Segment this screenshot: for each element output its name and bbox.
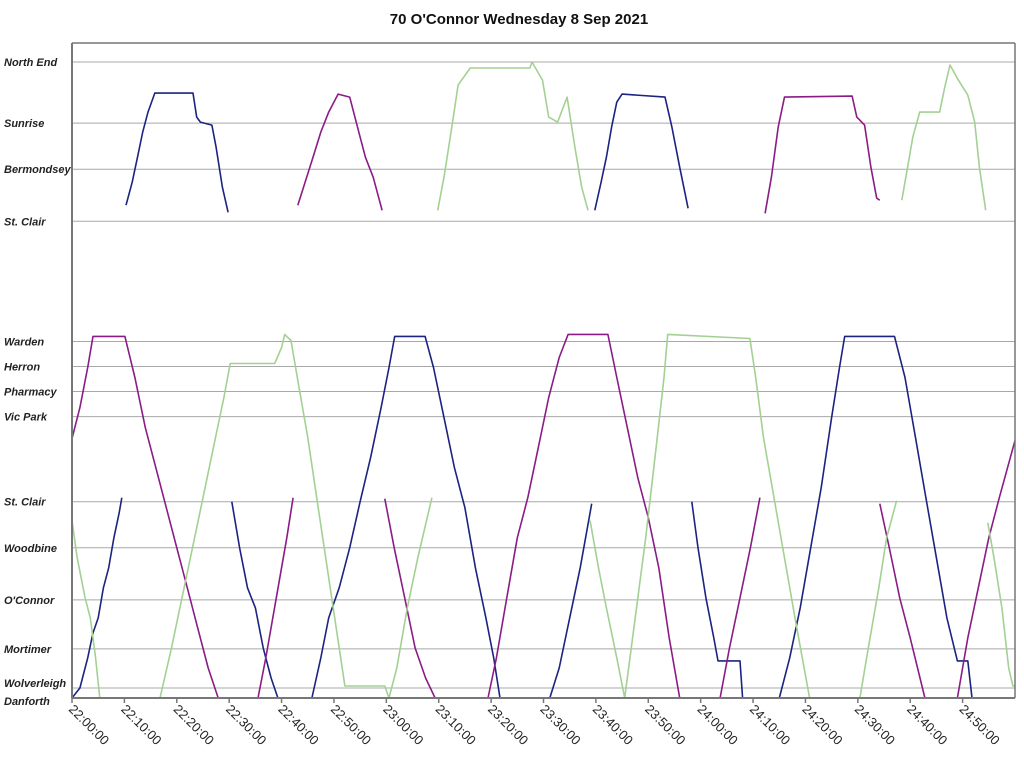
trip-line — [691, 335, 1015, 699]
trip-line — [384, 333, 761, 699]
x-tick-label: 23:50:00 — [642, 702, 688, 748]
trip-line — [71, 333, 433, 699]
x-tick-label: 23:10:00 — [433, 702, 479, 748]
x-tick-label: 23:20:00 — [485, 702, 531, 748]
x-tick-label: 22:20:00 — [171, 702, 217, 748]
trip-line — [436, 61, 589, 211]
x-tick-label: 24:20:00 — [799, 702, 845, 748]
station-label: Woodbine — [4, 543, 57, 555]
x-tick-label: 24:00:00 — [695, 702, 741, 748]
trip-line — [987, 522, 1015, 687]
series-3 — [71, 61, 1015, 699]
station-label: Sunrise — [4, 118, 44, 130]
x-tick-label: 23:40:00 — [590, 702, 636, 748]
x-tick-label: 22:30:00 — [223, 702, 269, 748]
x-tick-label: 24:40:00 — [904, 702, 950, 748]
station-label: O'Connor — [4, 595, 55, 607]
station-label: Wolverleigh — [4, 678, 66, 690]
trip-line — [764, 95, 881, 214]
station-label: St. Clair — [4, 497, 46, 509]
x-tick-label: 22:00:00 — [66, 702, 112, 748]
trip-line — [71, 335, 294, 699]
trip-line — [297, 93, 383, 211]
trip-line — [879, 440, 1016, 699]
station-gridlines — [72, 61, 1015, 699]
trip-line — [231, 335, 593, 699]
trip-line — [594, 93, 689, 211]
station-labels: North End Sunrise Bermondsey St. Clair Warde… — [4, 57, 72, 708]
trip-lines — [71, 61, 1016, 699]
x-tick-label: 24:50:00 — [956, 702, 1002, 748]
x-tick-label: 22:40:00 — [275, 702, 321, 748]
station-label: Danforth — [4, 696, 50, 708]
station-label: Vic Park — [4, 412, 48, 424]
x-tick-label: 24:10:00 — [747, 702, 793, 748]
station-label: Pharmacy — [4, 387, 57, 399]
trip-line — [901, 64, 987, 211]
series-2 — [71, 93, 1016, 699]
station-label: St. Clair — [4, 216, 46, 228]
station-label: Mortimer — [4, 644, 52, 656]
trip-line — [71, 497, 123, 699]
x-axis-ticks: 22:00:00 22:10:00 22:20:00 22:30:00 22:40:00… — [66, 698, 1003, 748]
trip-line — [125, 92, 229, 213]
x-tick-label: 22:50:00 — [328, 702, 374, 748]
chart-title: 70 O'Connor Wednesday 8 Sep 2021 — [390, 11, 648, 28]
x-tick-label: 23:00:00 — [380, 702, 426, 748]
trip-line — [589, 333, 898, 699]
station-label: Bermondsey — [4, 164, 72, 176]
x-tick-label: 24:30:00 — [852, 702, 898, 748]
station-label: North End — [4, 57, 57, 69]
x-tick-label: 22:10:00 — [118, 702, 164, 748]
station-label: Warden — [4, 336, 44, 348]
x-tick-label: 23:30:00 — [537, 702, 583, 748]
station-label: Herron — [4, 361, 40, 373]
